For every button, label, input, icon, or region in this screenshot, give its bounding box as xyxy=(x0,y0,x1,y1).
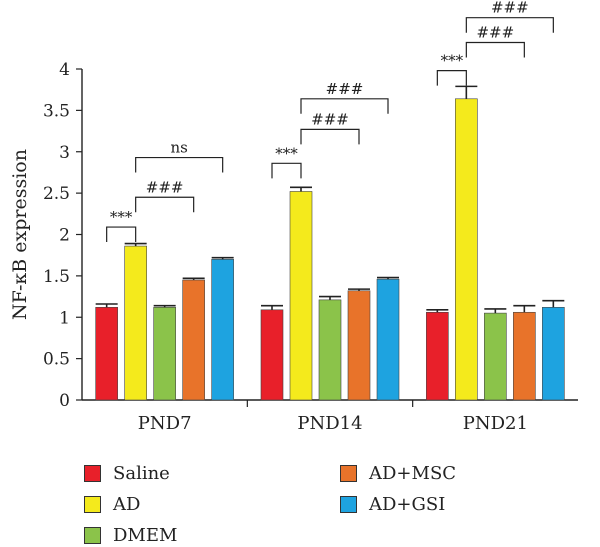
legend-item-dmem: DMEM xyxy=(84,524,177,546)
y-tick-label: 4 xyxy=(59,60,70,80)
bar xyxy=(260,309,284,401)
legend-label-ad-gsi: AD+GSI xyxy=(369,493,446,515)
legend-item-ad: AD xyxy=(84,493,140,515)
x-category-label: PND21 xyxy=(463,413,528,434)
significance-bracket xyxy=(106,226,137,243)
bar xyxy=(484,312,507,401)
y-tick-label: 0.5 xyxy=(43,350,70,370)
legend-swatch-dmem xyxy=(84,526,101,544)
bar xyxy=(182,279,205,401)
significance-label: *** xyxy=(110,208,133,226)
legend-swatch-ad xyxy=(84,495,101,513)
bar xyxy=(513,311,536,401)
significance-label: ### xyxy=(311,110,349,128)
significance-label: ### xyxy=(491,0,529,17)
significance-bracket xyxy=(465,41,525,58)
significance-bracket xyxy=(271,162,302,179)
bar xyxy=(376,278,400,401)
legend-item-saline: Saline xyxy=(84,462,170,484)
bar xyxy=(426,311,449,401)
bar xyxy=(542,307,565,401)
y-tick-label: 2.5 xyxy=(43,184,70,204)
significance-label: ### xyxy=(326,80,364,98)
significance-label: *** xyxy=(441,52,464,70)
legend-label-ad: AD xyxy=(113,493,141,515)
bar xyxy=(289,191,313,401)
bar xyxy=(455,98,478,401)
significance-bracket xyxy=(300,128,360,145)
bar xyxy=(124,245,147,401)
bar xyxy=(95,307,118,401)
legend-label-saline: Saline xyxy=(113,462,170,484)
y-tick-label: 3.5 xyxy=(43,101,70,121)
legend-item-ad-msc: AD+MSC xyxy=(340,462,456,484)
significance-label: *** xyxy=(275,144,298,162)
y-tick-label: 1 xyxy=(59,308,70,328)
significance-label: ns xyxy=(170,139,187,157)
y-tick-label: 2 xyxy=(59,226,70,246)
legend: Saline AD DMEM AD+MSC AD+GSI xyxy=(84,462,554,546)
bar-chart: 0 0.5 1 1.5 2 2.5 3 3.5 4 PND7 PND14 PND21 NF-κB exp… xyxy=(9,0,578,434)
legend-swatch-ad-gsi xyxy=(340,495,357,513)
y-tick-label: 0 xyxy=(59,391,70,411)
legend-swatch-saline xyxy=(84,464,101,482)
x-category-label: PND7 xyxy=(138,413,192,434)
y-tick-label: 1.5 xyxy=(43,267,70,287)
legend-label-ad-msc: AD+MSC xyxy=(369,462,457,484)
y-axis-title: NF-κB expression xyxy=(9,149,31,320)
significance-bracket xyxy=(436,70,467,86)
bar xyxy=(347,290,371,401)
bar xyxy=(153,307,176,401)
significance-label: ### xyxy=(476,24,514,42)
legend-swatch-ad-msc xyxy=(340,464,357,482)
significance-label: ### xyxy=(146,178,184,196)
y-tick-label: 3 xyxy=(59,143,70,163)
x-category-label: PND14 xyxy=(297,413,362,434)
bar xyxy=(211,259,234,401)
significance-bracket xyxy=(135,196,195,213)
legend-item-ad-gsi: AD+GSI xyxy=(340,493,445,515)
significance-bracket xyxy=(300,98,389,114)
legend-label-dmem: DMEM xyxy=(113,524,178,546)
significance-bracket xyxy=(465,17,554,33)
significance-bracket xyxy=(135,156,224,173)
bar xyxy=(318,299,342,401)
